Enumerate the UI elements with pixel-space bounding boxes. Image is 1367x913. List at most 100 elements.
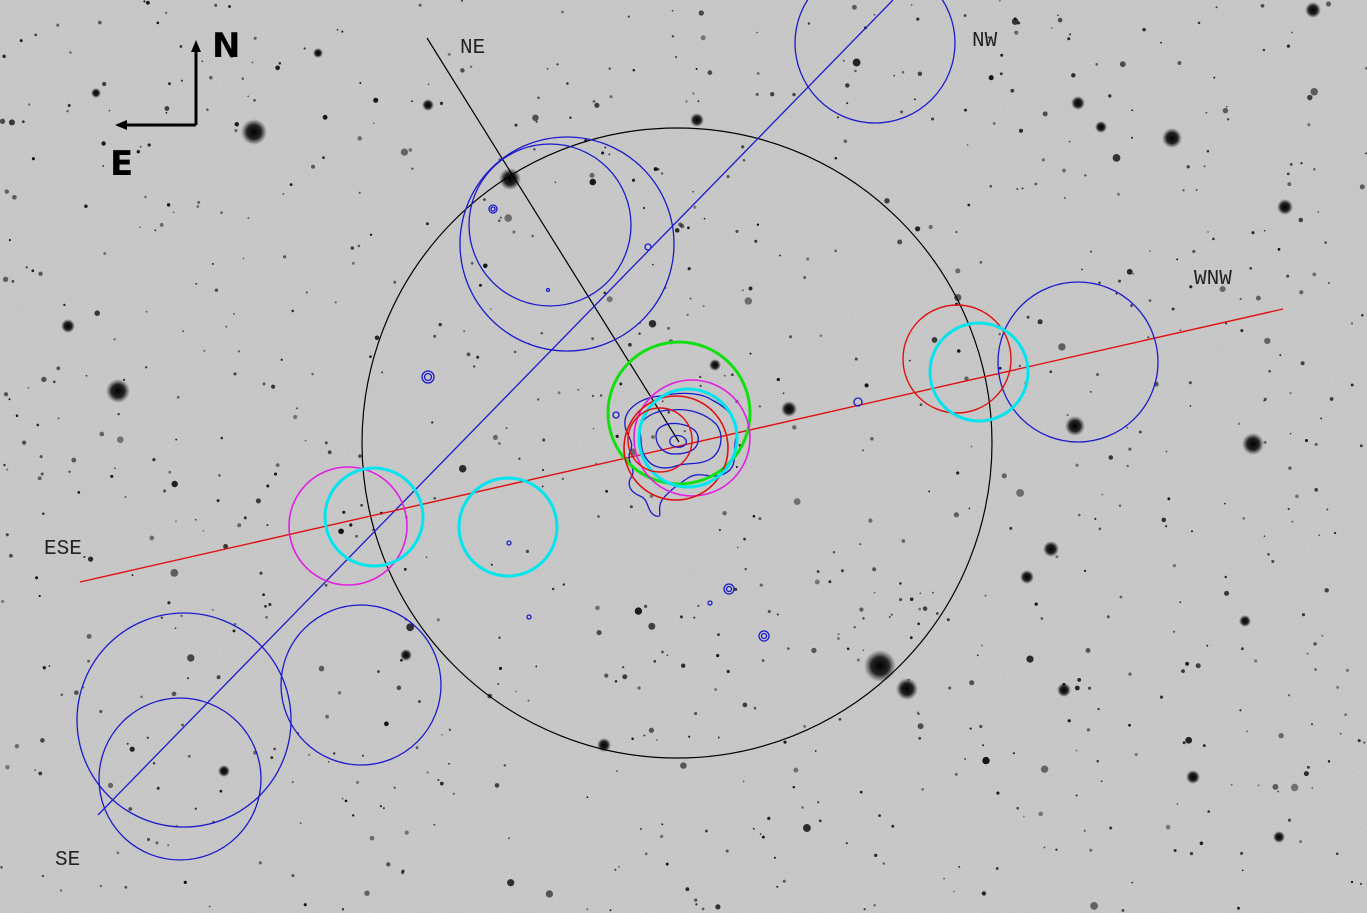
faint-star bbox=[932, 591, 934, 594]
faint-star bbox=[1062, 168, 1066, 173]
faint-star bbox=[258, 861, 262, 865]
faint-star bbox=[1067, 37, 1071, 41]
faint-star bbox=[1075, 463, 1079, 467]
faint-star bbox=[147, 143, 151, 147]
faint-star bbox=[253, 36, 257, 40]
faint-star bbox=[758, 517, 762, 521]
faint-star bbox=[458, 464, 467, 473]
faint-star bbox=[232, 629, 236, 633]
faint-star bbox=[1206, 149, 1210, 153]
faint-star bbox=[1094, 517, 1097, 521]
faint-star bbox=[714, 688, 717, 691]
faint-star bbox=[1177, 61, 1182, 65]
faint-star bbox=[1365, 152, 1367, 155]
faint-star bbox=[42, 666, 46, 670]
faint-star bbox=[1090, 250, 1092, 253]
faint-star bbox=[350, 246, 354, 250]
faint-star bbox=[373, 97, 379, 103]
faint-star bbox=[8, 239, 11, 242]
faint-star bbox=[247, 95, 250, 98]
faint-star bbox=[1242, 517, 1246, 520]
faint-star bbox=[8, 553, 13, 558]
faint-star bbox=[124, 495, 127, 499]
wnw-cyan-circle bbox=[928, 321, 1030, 423]
faint-star bbox=[1279, 354, 1282, 357]
faint-star bbox=[1077, 513, 1081, 517]
faint-star bbox=[742, 158, 746, 162]
wnw-ese-direction-line bbox=[79, 308, 1284, 583]
faint-star bbox=[1262, 48, 1266, 52]
faint-star bbox=[1206, 644, 1209, 647]
faint-star bbox=[859, 790, 863, 794]
faint-star bbox=[1344, 713, 1348, 717]
faint-star bbox=[897, 239, 903, 245]
faint-star bbox=[1241, 869, 1244, 872]
wnw-blue-circle bbox=[997, 281, 1159, 443]
faint-star bbox=[1307, 123, 1311, 127]
faint-star bbox=[102, 165, 105, 167]
faint-star bbox=[360, 504, 363, 507]
label-ese: ESE bbox=[44, 538, 82, 561]
faint-star bbox=[792, 785, 796, 789]
faint-star bbox=[27, 386, 30, 389]
bright-star bbox=[1162, 128, 1182, 148]
faint-star bbox=[964, 376, 969, 381]
faint-star bbox=[1016, 806, 1020, 810]
faint-star bbox=[910, 4, 913, 6]
faint-star bbox=[1230, 783, 1233, 786]
faint-star bbox=[1179, 329, 1182, 332]
faint-star bbox=[995, 867, 999, 870]
faint-star bbox=[1286, 44, 1291, 48]
faint-star bbox=[591, 394, 595, 397]
faint-star bbox=[3, 463, 6, 467]
faint-star bbox=[759, 583, 763, 587]
faint-star bbox=[473, 365, 476, 368]
faint-star bbox=[187, 754, 191, 758]
faint-star bbox=[99, 710, 103, 713]
faint-star bbox=[1109, 826, 1113, 830]
faint-star bbox=[273, 472, 278, 476]
faint-star bbox=[505, 427, 508, 429]
faint-star bbox=[614, 679, 618, 683]
faint-star bbox=[919, 403, 923, 407]
faint-star bbox=[1291, 520, 1294, 523]
faint-star bbox=[220, 211, 223, 214]
faint-star bbox=[893, 74, 896, 77]
faint-star bbox=[41, 376, 47, 383]
faint-star bbox=[31, 269, 35, 273]
faint-star bbox=[846, 647, 850, 650]
faint-star bbox=[1240, 329, 1244, 333]
faint-star bbox=[116, 851, 120, 855]
faint-star bbox=[202, 529, 205, 532]
faint-star bbox=[243, 516, 247, 520]
faint-star bbox=[970, 445, 973, 448]
faint-star bbox=[311, 372, 314, 376]
faint-star bbox=[220, 436, 224, 440]
faint-star bbox=[851, 4, 857, 10]
faint-star bbox=[1182, 741, 1186, 745]
faint-star bbox=[1317, 210, 1320, 213]
faint-star bbox=[219, 789, 223, 793]
faint-star bbox=[233, 372, 237, 376]
bright-star bbox=[1305, 2, 1321, 18]
faint-star bbox=[1164, 524, 1168, 528]
faint-star bbox=[164, 106, 170, 111]
faint-star bbox=[1263, 397, 1267, 401]
se-blue-circle-inner bbox=[280, 604, 442, 766]
faint-star bbox=[1128, 672, 1132, 676]
faint-star bbox=[5, 765, 10, 770]
faint-star bbox=[697, 604, 700, 608]
central-red-circle bbox=[623, 395, 729, 501]
faint-star bbox=[144, 195, 147, 199]
faint-star bbox=[56, 23, 60, 27]
faint-star bbox=[562, 583, 565, 586]
faint-star bbox=[139, 226, 142, 229]
faint-star bbox=[87, 659, 90, 663]
bright-star bbox=[781, 401, 797, 417]
faint-star bbox=[31, 157, 35, 161]
bright-star bbox=[499, 168, 521, 190]
faint-star bbox=[382, 807, 385, 810]
faint-star bbox=[753, 706, 757, 710]
faint-star bbox=[1192, 249, 1196, 254]
faint-star bbox=[754, 239, 758, 243]
